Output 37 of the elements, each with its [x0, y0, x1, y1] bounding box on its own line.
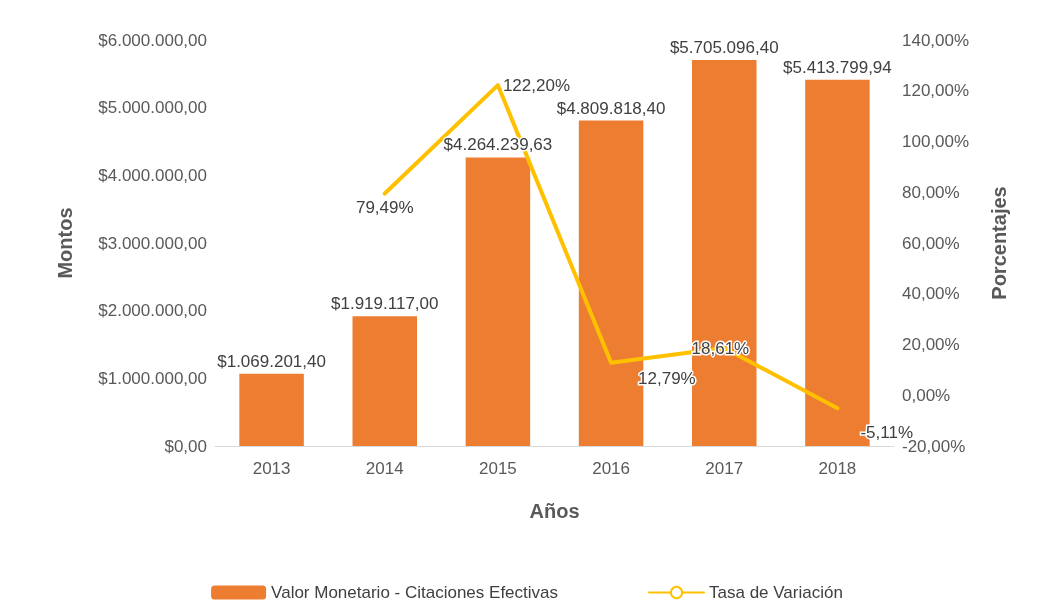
y2-tick-label: 60,00%	[902, 233, 960, 253]
legend-label: Valor Monetario - Citaciones Efectivas	[271, 583, 559, 602]
x-tick-label: 2013	[252, 459, 291, 478]
data-label: 18,61%	[691, 338, 750, 358]
data-label: 122,20%	[502, 75, 571, 95]
x-tick-label: 2018	[818, 459, 857, 478]
data-label: $1.919.117,00	[331, 294, 439, 314]
data-label: $5.705.096,40	[669, 37, 779, 57]
y2-tick-label: 120,00%	[902, 81, 970, 101]
data-label: $5.413.799,94	[783, 57, 892, 77]
y2-tick-label: 40,00%	[902, 284, 960, 304]
bar	[239, 373, 304, 446]
x-tick-label: 2017	[705, 459, 744, 478]
x-tick-label: 2014	[365, 459, 404, 478]
x-tick-label: 2016	[592, 459, 630, 478]
y2-tick-label: 20,00%	[902, 335, 960, 354]
data-label: $1.069.201,40	[217, 351, 326, 371]
y2-axis-title: Porcentajes	[988, 186, 1010, 300]
y-tick-label: $2.000.000,00	[98, 301, 207, 321]
x-axis-title: Años	[529, 500, 580, 522]
data-label: 79,49%	[355, 197, 414, 217]
y-axis-title: Montos	[54, 207, 76, 279]
y2-tick-label: 140,00%	[902, 30, 970, 50]
legend-label: Tasa de Variación	[709, 583, 843, 602]
bar	[352, 316, 417, 446]
x-tick-label: 2015	[479, 459, 517, 478]
y2-tick-label: 0,00%	[902, 385, 951, 405]
y-tick-label: $6.000.000,00	[98, 30, 207, 50]
data-label: $4.809.818,40	[556, 98, 666, 118]
y-tick-label: $4.000.000,00	[98, 165, 207, 185]
y2-tick-label: 80,00%	[902, 182, 960, 202]
y-tick-label: $1.000.000,00	[98, 368, 207, 388]
y2-tick-label: 100,00%	[902, 132, 970, 151]
y-tick-label: $5.000.000,00	[98, 98, 207, 118]
bar	[465, 157, 531, 446]
y-tick-label: $0,00	[164, 436, 207, 456]
y-tick-label: $3.000.000,00	[98, 233, 207, 253]
